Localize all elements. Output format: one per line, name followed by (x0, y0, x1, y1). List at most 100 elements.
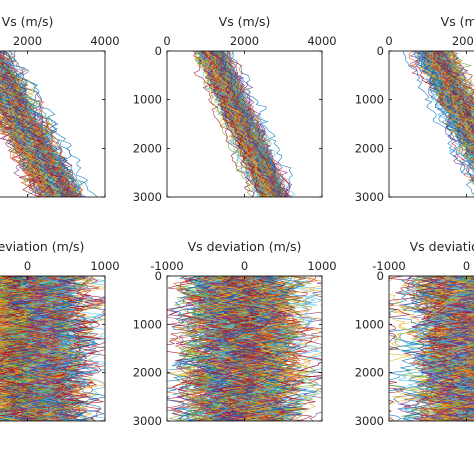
series-line (225, 276, 273, 421)
subplot-title: Vs deviation (m/s) (0, 239, 84, 254)
series-line (5, 276, 59, 421)
series-line (0, 120, 41, 197)
series-line (4, 276, 64, 421)
y-tick-label: 3000 (355, 190, 384, 204)
series-line (22, 276, 72, 421)
x-tick-label: 0 (241, 259, 248, 273)
y-tick-label: 1000 (133, 93, 162, 107)
x-tick-label: 0 (463, 259, 470, 273)
subplot-title: Vs deviation (m/s) (188, 239, 302, 254)
y-tick-label: 3000 (133, 190, 162, 204)
series-line (400, 276, 447, 421)
series-line (438, 51, 474, 133)
series-line (442, 51, 474, 112)
series-line (444, 51, 474, 118)
series-line (432, 51, 474, 132)
y-tick-label: 3000 (355, 414, 384, 428)
series-line (180, 276, 245, 421)
series-line (0, 111, 49, 197)
x-tick-label: 1000 (307, 259, 336, 273)
series-line (410, 276, 457, 421)
series-line (0, 276, 16, 416)
series-line (3, 51, 81, 197)
series-line (421, 51, 474, 142)
series-line (264, 276, 322, 421)
series-line (195, 276, 251, 421)
series-line (249, 276, 303, 421)
series-line (0, 101, 50, 197)
x-tick-label: 2000 (452, 34, 474, 48)
series-line (9, 276, 65, 421)
series-line (195, 51, 268, 197)
series-line (425, 51, 474, 149)
series-line (223, 51, 282, 197)
series-line (0, 62, 70, 197)
x-tick-label: 0 (24, 259, 31, 273)
series-line (201, 51, 275, 197)
series-line (426, 277, 474, 421)
series-line (46, 276, 105, 421)
series-line (26, 276, 90, 421)
series-line (208, 51, 277, 197)
series-line (447, 276, 474, 391)
series-line (393, 276, 452, 421)
series-group (167, 276, 322, 421)
subplot-title: Vs (m/s) (441, 14, 474, 29)
series-line (239, 276, 290, 421)
y-tick-label: 1000 (355, 93, 384, 107)
series-line (451, 51, 474, 102)
series-line (2, 51, 83, 197)
series-line (0, 92, 61, 197)
series-line (0, 55, 74, 197)
series-line (433, 276, 474, 421)
y-tick-label: 0 (155, 269, 162, 283)
series-line (389, 276, 426, 421)
series-line (223, 51, 291, 197)
series-group (389, 276, 474, 421)
subplot-title: Vs deviation (m/s) (410, 239, 474, 254)
series-line (440, 51, 474, 131)
series-line (185, 276, 229, 421)
x-tick-label: -1000 (150, 259, 183, 273)
series-line (199, 51, 267, 197)
series-line (429, 51, 474, 136)
series-line (455, 276, 474, 417)
series-line (0, 276, 39, 421)
series-line (0, 81, 55, 197)
series-line (17, 276, 75, 421)
series-line (0, 79, 63, 197)
subplot-title: Vs (m/s) (219, 14, 271, 29)
series-line (416, 51, 474, 176)
series-line (0, 316, 21, 401)
series-line (0, 82, 55, 197)
series-line (192, 51, 255, 197)
x-tick-label: 1000 (90, 259, 119, 273)
series-line (446, 51, 474, 117)
subplot-title: Vs (m/s) (2, 14, 54, 29)
y-tick-label: 1000 (133, 317, 162, 331)
series-line (446, 51, 474, 117)
series-line (402, 276, 464, 421)
series-line (210, 276, 270, 421)
series-line (221, 276, 270, 421)
y-tick-label: 0 (377, 269, 384, 283)
subplot-2: 0 2000 4000 0 1000 2000 3000 Vs (m/s) (133, 14, 337, 204)
series-line (185, 276, 257, 421)
x-tick-label: 4000 (90, 34, 119, 48)
series-line (202, 276, 262, 421)
series-line (11, 276, 56, 421)
series-line (444, 51, 474, 111)
x-tick-label: 2000 (13, 34, 42, 48)
series-line (0, 276, 49, 421)
y-tick-label: 2000 (133, 141, 162, 155)
series-line (0, 62, 71, 197)
series-group (403, 51, 474, 196)
series-line (419, 51, 474, 158)
series-line (208, 51, 282, 197)
